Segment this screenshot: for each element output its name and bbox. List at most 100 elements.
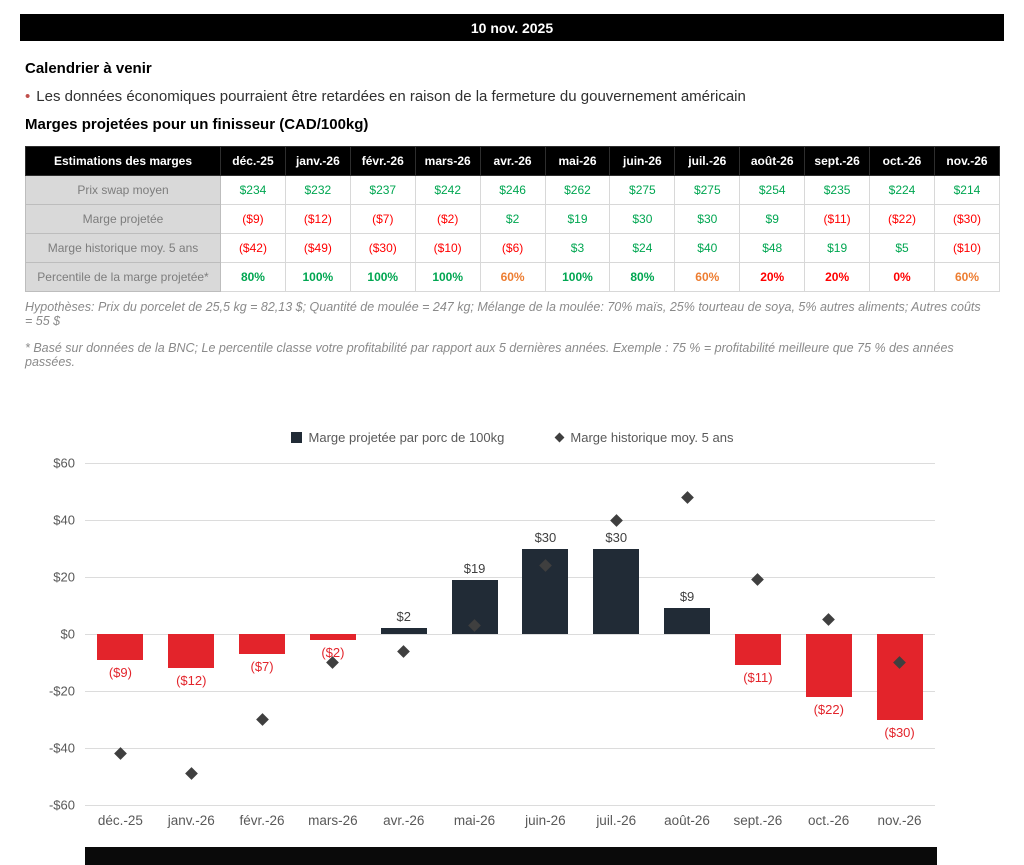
y-axis-label: -$60 xyxy=(48,797,75,813)
bar-value-label: ($9) xyxy=(108,664,132,680)
margins-table-title: Marges projetées pour un finisseur (CAD/… xyxy=(25,116,369,133)
calendar-bullet-text: Les données économiques pourraient être … xyxy=(36,88,746,105)
legend-label: Marge historique moy. 5 ans xyxy=(570,430,734,445)
table-cell: $40 xyxy=(674,233,741,263)
calendar-bullet-line: • Les données économiques pourraient être… xyxy=(25,88,746,105)
table-cell: $254 xyxy=(739,175,806,205)
table-cell: 100% xyxy=(349,262,416,292)
bar-value-label: ($2) xyxy=(321,644,345,660)
x-axis-label: sept.-26 xyxy=(733,813,783,828)
diamond-marker xyxy=(114,747,127,761)
legend-label: Marge projetée par porc de 100kg xyxy=(308,430,505,445)
table-cell: $232 xyxy=(284,175,351,205)
table-cell: ($9) xyxy=(220,204,286,234)
table-month-header: août-26 xyxy=(739,146,806,176)
bullet-icon: • xyxy=(25,88,31,105)
table-cell: ($30) xyxy=(349,233,416,263)
bar-value-label: ($12) xyxy=(176,673,207,689)
table-month-header: oct.-26 xyxy=(869,146,935,176)
table-month-header: janv.-26 xyxy=(284,146,351,176)
x-axis-label: mars-26 xyxy=(308,813,358,828)
bar-swatch-icon xyxy=(290,432,302,443)
x-axis-label: avr.-26 xyxy=(383,813,425,828)
x-axis-label: août-26 xyxy=(664,813,710,828)
table-cell: 80% xyxy=(609,262,676,292)
x-axis-label: janv.-26 xyxy=(167,813,215,828)
bar-value-label: ($22) xyxy=(813,701,844,717)
table-header-row: Estimations des marges déc.-25 janv.-26 fév… xyxy=(25,146,1001,176)
table-month-header: juil.-26 xyxy=(674,146,741,176)
bar-mars-26 xyxy=(309,634,356,640)
table-cell: $275 xyxy=(674,175,741,205)
chart-y-axis: $60 $40 $20 $0 -$20 -$40 -$60 xyxy=(10,456,75,813)
table-cell: ($2) xyxy=(414,204,481,234)
table-cell: 80% xyxy=(220,262,286,292)
bar-janv.-26 xyxy=(168,634,215,669)
table-month-header: févr.-26 xyxy=(349,146,416,176)
table-cell: 60% xyxy=(479,262,546,292)
table-cell: $224 xyxy=(869,175,935,205)
diamond-marker xyxy=(184,767,198,781)
table-cell: 20% xyxy=(804,262,871,292)
table-cell: $3 xyxy=(544,233,611,263)
diamond-marker xyxy=(397,644,411,658)
diamond-marker xyxy=(751,573,765,587)
table-month-header: sept.-26 xyxy=(804,146,871,176)
table-row: Marge historique moy. 5 ans ($42) ($49) ($3… xyxy=(25,233,1001,263)
table-corner-header: Estimations des marges xyxy=(25,146,221,176)
table-row-label: Prix swap moyen xyxy=(25,175,221,205)
report-date: 10 nov. 2025 xyxy=(470,19,554,36)
x-axis-label: févr.-26 xyxy=(239,813,285,828)
y-axis-label: $40 xyxy=(53,512,75,528)
table-cell: $237 xyxy=(349,175,416,205)
bar-value-label: ($30) xyxy=(884,724,915,740)
table-cell: $24 xyxy=(609,233,676,263)
diamond-marker xyxy=(255,713,269,726)
percentile-footnote: * Basé sur données de la BNC; Le percent… xyxy=(25,341,954,369)
gridline xyxy=(85,805,935,806)
table-cell: $30 xyxy=(674,204,741,234)
table-cell: ($10) xyxy=(414,233,481,263)
assumptions-footnote: Hypothèses: Prix du porcelet de 25,5 kg … xyxy=(25,300,981,328)
bar-value-label: $19 xyxy=(463,560,486,576)
table-cell: $262 xyxy=(544,175,611,205)
table-month-header: avr.-26 xyxy=(479,146,546,176)
table-cell: 100% xyxy=(284,262,351,292)
table-cell: ($42) xyxy=(220,233,286,263)
table-cell: ($22) xyxy=(869,204,935,234)
diamond-marker xyxy=(822,613,836,627)
y-axis-label: -$20 xyxy=(48,683,75,699)
diamond-marker xyxy=(680,490,694,504)
table-month-header: mars-26 xyxy=(414,146,481,176)
table-cell: 60% xyxy=(674,262,741,292)
table-cell: ($12) xyxy=(284,204,351,234)
x-axis-label: mai-26 xyxy=(453,813,496,828)
table-cell: 0% xyxy=(869,262,935,292)
table-cell: $275 xyxy=(609,175,676,205)
table-cell: $242 xyxy=(414,175,481,205)
table-cell: 20% xyxy=(739,262,806,292)
table-cell: ($30) xyxy=(933,204,1001,234)
bar-août-26 xyxy=(664,608,711,634)
y-axis-label: $60 xyxy=(53,455,75,471)
table-cell: $5 xyxy=(869,233,935,263)
x-axis-label: oct.-26 xyxy=(808,813,850,828)
table-cell: $246 xyxy=(479,175,546,205)
bar-value-label: $9 xyxy=(679,589,695,605)
table-cell: $48 xyxy=(739,233,806,263)
table-cell: ($7) xyxy=(349,204,416,234)
diamond-marker xyxy=(609,513,623,527)
table-row: Marge projetée ($9) ($12) ($7) ($2) $2 $19 $30 $… xyxy=(25,204,1001,234)
bar-oct.-26 xyxy=(805,634,852,697)
bar-sept.-26 xyxy=(734,634,781,666)
calendar-title: Calendrier à venir xyxy=(25,60,152,77)
bar-value-label: ($7) xyxy=(250,658,274,674)
table-month-header: mai-26 xyxy=(544,146,611,176)
table-cell: $19 xyxy=(544,204,611,234)
table-row-label: Marge projetée xyxy=(25,204,221,234)
bar-value-label: ($11) xyxy=(743,670,773,686)
table-cell: 100% xyxy=(414,262,481,292)
table-cell: ($49) xyxy=(284,233,351,263)
gridline xyxy=(85,634,935,635)
table-month-header: déc.-25 xyxy=(220,146,286,176)
